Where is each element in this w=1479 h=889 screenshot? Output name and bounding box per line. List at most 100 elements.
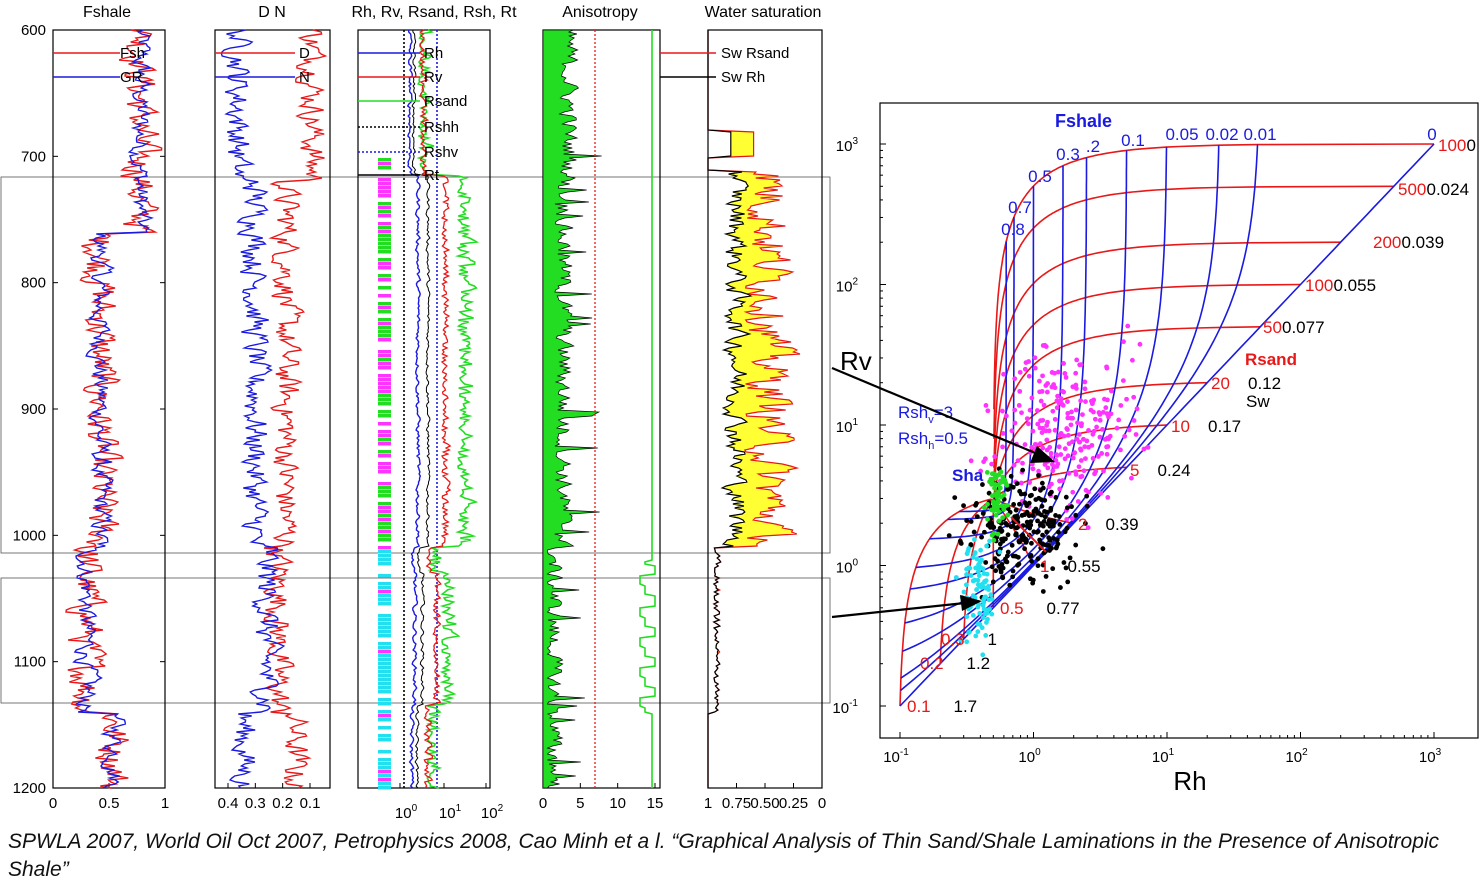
tick-exponent: -1 (900, 747, 909, 758)
scatter-point-black (988, 524, 993, 530)
tick-exponent: 1 (852, 417, 858, 428)
scatter-point-magenta (1055, 369, 1061, 375)
scatter-point-green (985, 501, 990, 507)
scatter-point-black (968, 519, 974, 524)
scatter-point-magenta (1125, 323, 1131, 329)
lithology-flag (378, 362, 391, 366)
scatter-point-cyan (964, 572, 969, 577)
x-tick-label: 10 (609, 795, 626, 812)
scatter-point-cyan (982, 594, 988, 600)
lithology-flag (378, 394, 391, 398)
lithology-flag (378, 470, 391, 474)
y-axis-label: Rv (840, 346, 872, 376)
scatter-point-magenta (1078, 398, 1084, 404)
scatter-point-magenta (1091, 397, 1097, 403)
scatter-point-magenta (1044, 423, 1050, 428)
scatter-point-magenta (1122, 433, 1128, 439)
lithology-flag (378, 430, 391, 434)
tick-exponent: 0 (412, 803, 418, 814)
scatter-point-black (1019, 513, 1025, 518)
scatter-point-black (982, 529, 987, 535)
scatter-point-black (1031, 529, 1037, 535)
scatter-point-green (993, 512, 999, 518)
scatter-point-magenta (1114, 425, 1120, 431)
lithology-flag (378, 534, 391, 538)
rsand-value-label: 0.5 (1000, 599, 1024, 618)
scatter-point-black (1040, 562, 1046, 568)
scatter-point-magenta (1082, 386, 1088, 392)
scatter-point-magenta (1075, 420, 1080, 426)
scatter-point-magenta (1040, 343, 1046, 348)
scatter-point-magenta (1083, 399, 1088, 404)
lithology-flag (378, 178, 391, 182)
scatter-point-magenta (1027, 407, 1033, 413)
lithology-flag (378, 274, 391, 278)
lithology-flag (378, 654, 391, 658)
lithology-flag (378, 666, 391, 670)
scatter-point-magenta (1061, 361, 1066, 366)
scatter-point-magenta (1062, 446, 1068, 452)
scatter-point-black (1039, 480, 1045, 486)
saturation-fill (708, 30, 800, 788)
lithology-flag (378, 598, 391, 602)
scatter-point-magenta (1029, 395, 1035, 401)
y-tick-label: 10-1 (832, 698, 858, 717)
scatter-point-magenta (1039, 430, 1045, 436)
lithology-flag (378, 186, 391, 190)
track-title-1: Fshale (83, 4, 131, 21)
sw-rh-curve (707, 30, 753, 788)
scatter-point-green (1004, 482, 1010, 488)
scatter-point-magenta (1054, 405, 1060, 411)
scatter-point-black (1007, 582, 1013, 588)
scatter-point-black (1049, 545, 1054, 551)
tick-exponent: 1 (456, 803, 462, 814)
scatter-point-black (1011, 502, 1017, 507)
lithology-flag (378, 222, 391, 226)
scatter-point-magenta (983, 403, 989, 408)
lithology-flag (378, 614, 391, 618)
lithology-flag (378, 758, 391, 762)
scatter-point-black (979, 534, 984, 540)
scatter-point-green (993, 475, 999, 481)
scatter-point-black (1065, 505, 1070, 511)
lithology-flag (378, 306, 391, 310)
rshh-annotation: Rshh=0.5 (898, 429, 968, 452)
x-tick-label: 0.3 (245, 795, 266, 812)
scatter-point-cyan (975, 577, 981, 583)
lithology-flag (378, 530, 391, 534)
scatter-point-cyan (975, 629, 981, 635)
scatter-point-black (1069, 504, 1074, 510)
scatter-point-magenta (1079, 473, 1085, 479)
x-tick-label: 100 (1018, 747, 1041, 766)
scatter-point-cyan (977, 584, 983, 589)
scatter-point-magenta (968, 458, 974, 464)
scatter-point-green (996, 509, 1002, 514)
lithology-flag (378, 230, 391, 234)
scatter-point-black (993, 568, 999, 574)
scatter-point-black (1032, 486, 1038, 492)
scatter-point-black (1016, 561, 1022, 567)
scatter-point-magenta (1092, 416, 1098, 422)
scatter-point-magenta (1037, 389, 1043, 395)
scatter-point-magenta (1073, 386, 1079, 391)
lithology-flag (378, 766, 391, 770)
scatter-point-magenta (1120, 378, 1126, 384)
y-tick-label: 100 (836, 558, 859, 577)
scatter-point-black (1057, 522, 1063, 527)
scatter-point-black (1001, 536, 1007, 542)
scatter-point-green (995, 504, 1001, 510)
scatter-point-magenta (1073, 370, 1079, 376)
shale-label: Sha (952, 466, 984, 485)
fshale-line (915, 165, 1064, 569)
sw-title: Sw (1246, 392, 1270, 411)
sw-value-label: 0.055 (1334, 276, 1377, 295)
lower-zone-box (0, 577, 831, 704)
scatter-point-green (994, 494, 1000, 500)
lithology-flag (378, 738, 391, 742)
scatter-point-magenta (1044, 389, 1050, 395)
scatter-point-magenta (1090, 455, 1096, 461)
scatter-point-black (1015, 554, 1021, 560)
rsand-value-label: 0.2 (920, 654, 944, 673)
rsand-value-label: 10 (1171, 417, 1190, 436)
scatter-point-magenta (1118, 447, 1123, 453)
